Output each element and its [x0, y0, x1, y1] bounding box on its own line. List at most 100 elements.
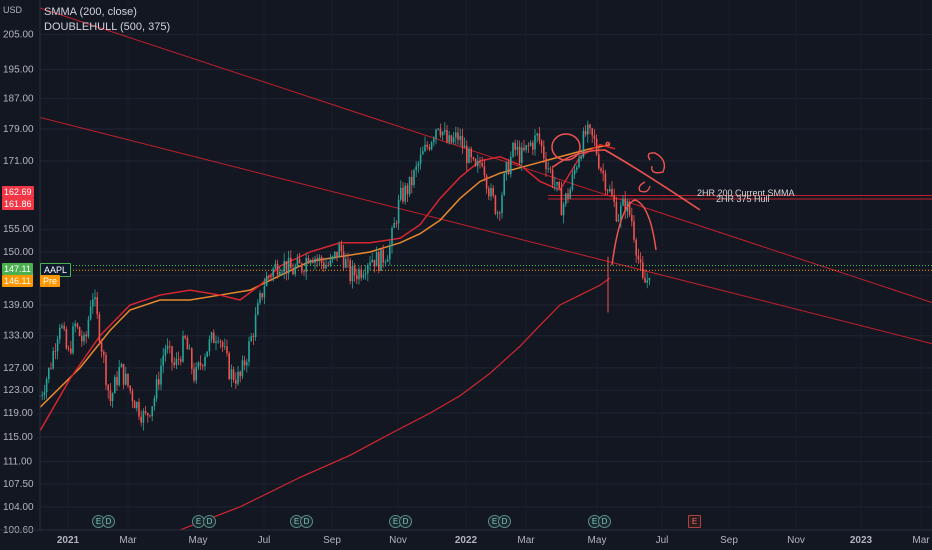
candle-body — [193, 368, 195, 381]
candle-body — [393, 222, 395, 229]
candle-body — [457, 132, 459, 140]
candle-body — [635, 239, 637, 256]
candle-body — [382, 249, 384, 263]
candle-body — [424, 144, 426, 152]
y-tick-label: 150.00 — [3, 247, 34, 258]
event-marker[interactable]: D — [102, 515, 115, 528]
event-marker-upcoming[interactable]: E — [688, 515, 701, 528]
candle-body — [518, 146, 521, 163]
candle-body — [503, 173, 505, 196]
event-marker[interactable]: D — [498, 515, 511, 528]
event-marker[interactable]: D — [598, 515, 611, 528]
x-tick-label: May — [189, 535, 208, 546]
candle-body — [250, 336, 252, 342]
candle-body — [360, 269, 362, 278]
drawn-dome — [611, 199, 657, 266]
candle-body — [622, 198, 624, 206]
candle-body — [287, 257, 290, 274]
candle-body — [72, 326, 74, 353]
candle-body — [556, 182, 558, 185]
event-marker[interactable]: D — [300, 515, 313, 528]
candle-body — [204, 356, 206, 367]
candle-body — [140, 416, 142, 423]
candle-body — [349, 260, 351, 282]
drawn-arc-down — [552, 149, 701, 211]
x-tick-label: Jul — [258, 535, 271, 546]
legend-doublehull[interactable]: DOUBLEHULL (500, 375) — [44, 21, 171, 33]
candle-body — [538, 133, 541, 141]
candle-body — [254, 314, 257, 338]
candle-body — [320, 257, 323, 263]
candle-body — [107, 384, 109, 391]
candle-body — [329, 259, 332, 266]
candle-body — [512, 143, 514, 157]
hand-drawings — [551, 133, 701, 266]
candle-body — [158, 379, 160, 385]
grid — [40, 0, 932, 531]
candle-body — [558, 182, 560, 189]
candle-body — [367, 265, 369, 274]
candle-body — [532, 142, 534, 150]
candle-body — [567, 193, 569, 199]
candle-body — [516, 146, 519, 150]
symbol-tag-pre: Pre — [40, 275, 61, 287]
candle-body — [111, 393, 114, 402]
candle-body — [340, 244, 343, 252]
event-marker[interactable]: E — [389, 515, 402, 528]
candle-body — [477, 161, 479, 167]
candle-body — [422, 151, 424, 155]
candle-body — [378, 252, 380, 271]
candle-body — [488, 188, 490, 197]
candle-body — [540, 140, 543, 147]
candle-body — [114, 376, 116, 394]
legend-smma[interactable]: SMMA (200, close) — [44, 6, 137, 18]
candle-body — [109, 390, 112, 402]
legend: SMMA (200, close) DOUBLEHULL (500, 375) — [44, 5, 170, 35]
x-tick-label: Jul — [656, 535, 669, 546]
candle-body — [279, 272, 281, 275]
candle-body — [312, 260, 314, 263]
candle-body — [235, 380, 237, 384]
candle-body — [281, 271, 283, 273]
currency-text: USD — [3, 5, 23, 15]
candle-body — [241, 360, 244, 377]
smma-line — [39, 144, 611, 408]
candle-body — [129, 385, 131, 391]
candle-body — [455, 132, 457, 138]
candle-body — [490, 187, 492, 197]
candle-body — [125, 373, 127, 385]
candle-body — [248, 341, 250, 362]
candle-body — [353, 266, 356, 276]
candle-body — [582, 131, 585, 158]
candle-body — [380, 249, 382, 271]
candle-body — [523, 147, 525, 151]
candle-body — [149, 415, 151, 417]
candle-body — [175, 358, 178, 365]
candle-body — [389, 246, 391, 260]
event-marker[interactable]: D — [203, 515, 216, 528]
drawn-six — [647, 152, 666, 174]
candle-body — [70, 348, 72, 353]
candle-body — [219, 341, 222, 343]
candles — [39, 120, 651, 431]
candle-body — [81, 335, 83, 342]
candle-body — [604, 173, 607, 191]
candle-body — [41, 394, 43, 396]
candle-body — [545, 158, 547, 170]
x-tick-label: Sep — [720, 535, 738, 546]
candle-body — [514, 143, 516, 150]
candle-body — [144, 411, 147, 414]
candle-body — [232, 369, 235, 381]
candle-body — [624, 198, 626, 212]
candle-body — [483, 166, 486, 176]
candle-body — [259, 293, 261, 303]
y-tick-label: 133.00 — [3, 331, 34, 342]
candle-body — [96, 297, 98, 315]
candle-body — [155, 379, 158, 399]
candle-body — [50, 367, 52, 369]
x-tick-label: Mar — [912, 535, 930, 546]
event-marker[interactable]: D — [399, 515, 412, 528]
candle-body — [551, 169, 554, 185]
candle-body — [307, 257, 310, 264]
